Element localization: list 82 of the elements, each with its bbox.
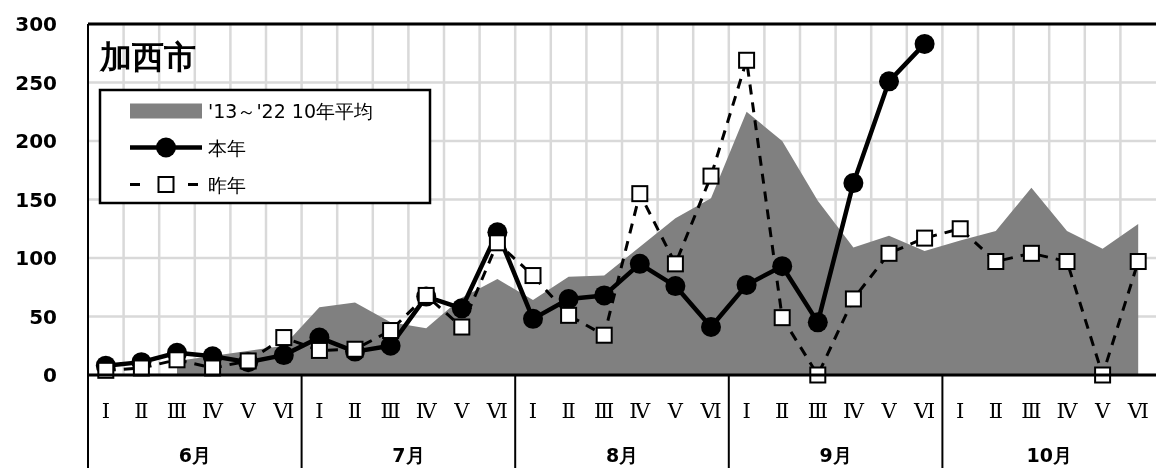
point (451, 298, 472, 319)
x-tick-label: Ⅰ (315, 399, 324, 423)
x-tick-label: Ⅱ (775, 399, 790, 423)
x-tick-label: Ⅵ (1126, 399, 1149, 423)
x-tick-label: Ⅴ (239, 399, 257, 423)
x-tick-label: Ⅰ (956, 399, 965, 423)
point (523, 308, 543, 329)
x-tick-label: Ⅳ (415, 399, 438, 423)
point (631, 185, 649, 203)
point (1129, 253, 1147, 271)
point (807, 312, 828, 333)
point (916, 229, 934, 247)
point (382, 322, 400, 340)
x-tick-label: Ⅲ (807, 399, 828, 423)
point (843, 173, 864, 194)
point (914, 33, 935, 54)
legend-label: 本年 (208, 136, 246, 159)
point (665, 276, 686, 297)
x-tick-label: Ⅱ (988, 399, 1003, 423)
point (880, 244, 898, 262)
point (346, 340, 364, 358)
point (560, 306, 578, 324)
point (666, 255, 684, 273)
x-tick-label: Ⅱ (134, 399, 149, 423)
x-tick-label: Ⅲ (1021, 399, 1042, 423)
point (629, 253, 650, 274)
x-tick-label: Ⅳ (202, 399, 225, 423)
x-tick-label: Ⅱ (561, 399, 576, 423)
point (773, 309, 791, 327)
point (310, 341, 328, 359)
y-tick-label: 50 (29, 304, 57, 329)
text: 9月 (819, 444, 852, 466)
x-tick-label: Ⅰ (101, 399, 110, 423)
y-tick-label: 300 (15, 12, 57, 36)
y-tick-label: 200 (15, 129, 57, 153)
point (558, 288, 579, 309)
text: 7月 (392, 444, 425, 466)
x-tick-label: Ⅵ (272, 399, 295, 423)
point (524, 267, 542, 285)
point (453, 318, 471, 336)
point (488, 234, 506, 252)
x-tick-label: Ⅳ (1056, 399, 1079, 423)
text: 加西市 (99, 38, 196, 76)
x-tick-label: Ⅵ (913, 399, 936, 423)
point (987, 253, 1005, 271)
x-tick-label: Ⅳ (842, 399, 865, 423)
point (275, 329, 293, 347)
point (1022, 244, 1040, 262)
legend-label: '13～'22 10年平均 (208, 99, 374, 122)
point (1058, 253, 1076, 271)
point (702, 167, 720, 185)
x-tick-label: Ⅱ (347, 399, 363, 423)
point (594, 285, 615, 306)
point (879, 71, 899, 92)
text: 10月 (1026, 444, 1072, 466)
y-tick-label: 100 (15, 246, 57, 270)
y-tick-label: 250 (15, 70, 57, 95)
x-tick-label: Ⅵ (699, 399, 722, 423)
point (738, 51, 756, 69)
x-tick-label: Ⅴ (666, 399, 684, 423)
x-tick-label: Ⅳ (629, 399, 652, 423)
y-tick-label: 150 (15, 187, 57, 212)
point (595, 326, 613, 344)
x-tick-label: Ⅴ (1094, 399, 1112, 423)
point (701, 317, 721, 338)
point (844, 290, 862, 308)
x-tick-label: Ⅰ (528, 399, 538, 423)
x-tick-label: Ⅴ (880, 399, 898, 423)
point (736, 274, 757, 295)
legend-label: 昨年 (208, 173, 246, 196)
point (168, 351, 186, 369)
text: 6月 (178, 444, 211, 466)
text: 8月 (605, 444, 639, 466)
point (273, 345, 294, 366)
x-tick-label: Ⅵ (485, 399, 508, 423)
x-tick-label: Ⅰ (742, 399, 751, 423)
x-tick-label: Ⅲ (380, 399, 401, 423)
x-tick-label: Ⅴ (453, 399, 471, 423)
x-tick-label: Ⅲ (166, 399, 188, 423)
point (951, 220, 969, 238)
x-tick-label: Ⅲ (594, 399, 615, 423)
y-tick-label: 0 (43, 363, 57, 387)
